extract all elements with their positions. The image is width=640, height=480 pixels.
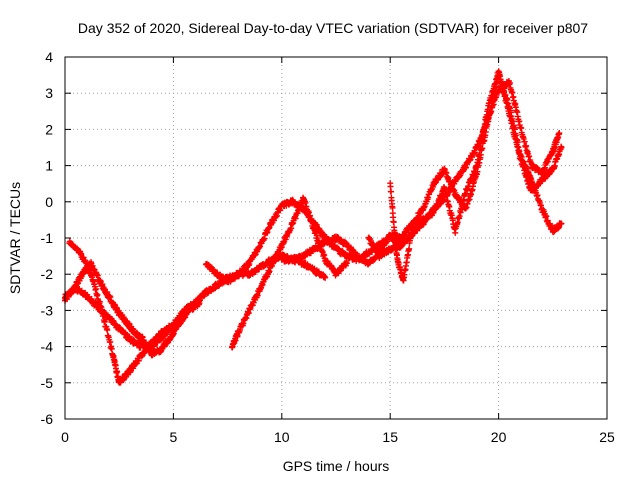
x-axis-label: GPS time / hours <box>283 458 390 474</box>
data-point-marker <box>322 274 329 281</box>
series-6-markers <box>278 72 565 268</box>
data-point-marker <box>508 120 515 127</box>
y-tick-label: -2 <box>41 266 54 282</box>
data-point-marker <box>104 327 111 334</box>
y-tick-label: 0 <box>45 194 53 210</box>
data-point-marker <box>509 123 516 130</box>
series-8-markers <box>387 68 565 284</box>
y-tick-label: -4 <box>41 339 54 355</box>
x-tick-label: 20 <box>491 429 507 445</box>
data-point-marker <box>388 188 395 195</box>
data-point-marker <box>556 130 563 137</box>
data-point-marker <box>107 339 114 346</box>
x-tick-label: 25 <box>599 429 615 445</box>
data-points <box>62 68 565 386</box>
data-point-marker <box>389 204 396 211</box>
data-point-marker <box>456 213 463 220</box>
y-tick-label: -5 <box>41 375 54 391</box>
x-tick-label: 5 <box>170 429 178 445</box>
y-tick-label: -3 <box>41 302 54 318</box>
y-tick-label: -1 <box>41 230 54 246</box>
data-point-marker <box>100 311 107 318</box>
y-tick-label: -6 <box>41 411 54 427</box>
x-tick-label: 15 <box>382 429 398 445</box>
data-point-marker <box>343 260 350 267</box>
y-tick-label: 2 <box>45 121 53 137</box>
data-point-marker <box>387 183 394 190</box>
data-point-marker <box>476 151 483 158</box>
y-tick-label: 4 <box>45 49 53 65</box>
data-point-marker <box>196 300 203 307</box>
data-point-marker <box>390 219 397 226</box>
chart-title: Day 352 of 2020, Sidereal Day-to-day VTE… <box>78 20 588 36</box>
series-3-markers <box>62 259 190 359</box>
y-tick-label: 3 <box>45 85 53 101</box>
y-axis-label: SDTVAR / TECUs <box>7 182 23 294</box>
data-point-marker <box>183 311 190 318</box>
x-tick-label: 0 <box>61 429 69 445</box>
data-point-marker <box>406 245 413 252</box>
data-point-marker <box>526 153 533 160</box>
axis-ticks: 0 5 10 15 20 25 -6 -5 -4 -3 -2 -1 0 1 2 3 4 <box>41 49 615 445</box>
x-tick-label: 10 <box>274 429 290 445</box>
y-tick-label: 1 <box>45 158 53 174</box>
data-point-marker <box>558 144 565 151</box>
data-point-marker <box>523 172 530 179</box>
data-point-marker <box>558 220 565 227</box>
data-point-marker <box>391 231 398 238</box>
